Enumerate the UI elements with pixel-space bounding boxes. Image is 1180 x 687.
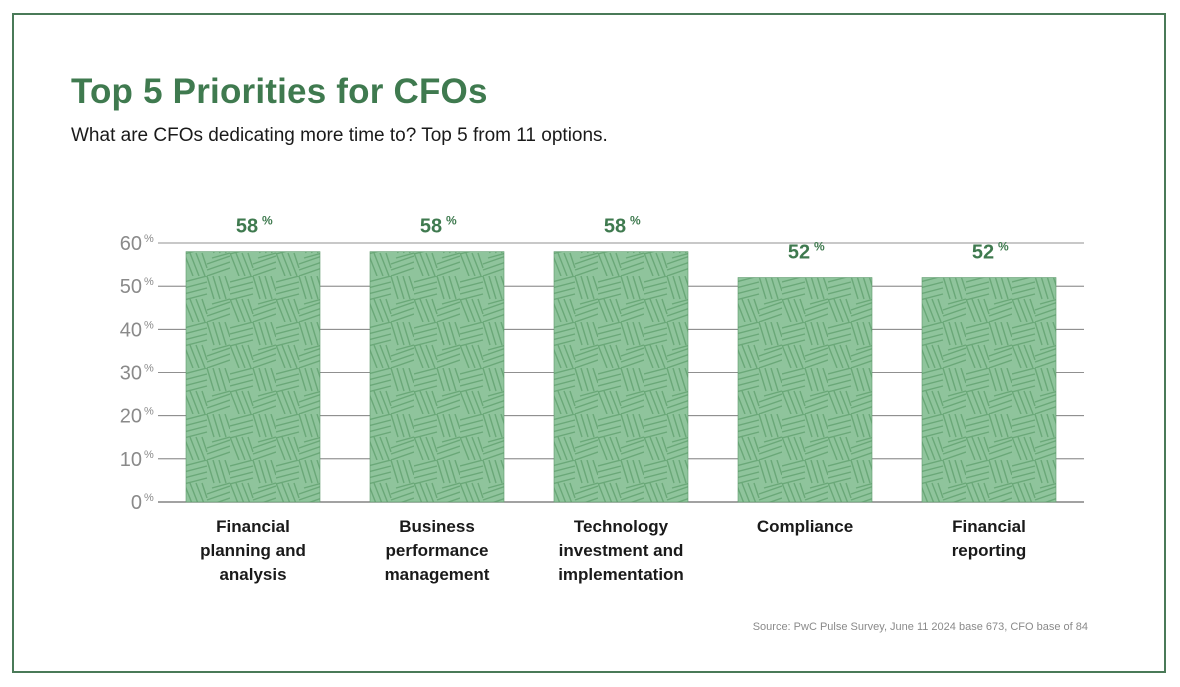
category-label-line: analysis xyxy=(219,565,286,584)
value-label: 58 xyxy=(420,216,442,238)
bars xyxy=(185,251,1057,503)
y-tick-label: 50 xyxy=(120,276,142,298)
y-tick-suffix: % xyxy=(144,406,154,418)
y-axis-ticks: 0 %10 %20 %30 %40 %50 %60% xyxy=(120,233,154,514)
category-label-line: Financial xyxy=(216,517,290,536)
y-tick-label: 20 xyxy=(120,406,142,428)
y-tick-label: 10 xyxy=(120,449,142,471)
y-tick-label: 30 xyxy=(120,363,142,385)
source-note: Source: PwC Pulse Survey, June 11 2024 b… xyxy=(752,621,1088,633)
category-label-line: performance xyxy=(386,541,489,560)
bar xyxy=(369,251,505,503)
value-label-suffix: % xyxy=(814,240,825,254)
category-label-line: planning and xyxy=(200,541,306,560)
value-label: 58 xyxy=(236,216,258,238)
value-label-suffix: % xyxy=(630,214,641,228)
category-label: Financial planning and analysis xyxy=(200,517,306,584)
category-label-line: Compliance xyxy=(757,517,853,536)
category-label-line: implementation xyxy=(558,565,684,584)
value-label: 58 xyxy=(604,216,626,238)
bar xyxy=(553,251,689,503)
y-tick-suffix: % xyxy=(144,449,154,461)
bar xyxy=(737,277,873,503)
value-labels: 58% 58% 58 % 52% 52% xyxy=(236,214,1009,264)
y-tick-label: 40 xyxy=(120,319,142,341)
value-label: 52 xyxy=(972,242,994,264)
category-label: Technology investment and implementation xyxy=(558,517,684,584)
category-label-line: Financial xyxy=(952,517,1026,536)
bar xyxy=(921,277,1057,503)
category-labels: Financial planning and analysis Business per… xyxy=(200,517,1026,584)
value-label-suffix: % xyxy=(262,214,273,228)
category-label: Financial reporting xyxy=(952,517,1027,560)
y-tick-suffix: % xyxy=(144,319,154,331)
category-label-line: investment and xyxy=(559,541,684,560)
y-tick-label: 60 xyxy=(120,233,142,255)
chart-title: Top 5 Priorities for CFOs xyxy=(71,72,488,111)
category-label-line: Technology xyxy=(574,517,669,536)
category-label: Business performance management xyxy=(385,517,490,584)
y-tick-suffix: % xyxy=(144,233,154,245)
value-label: 52 xyxy=(788,242,810,264)
category-label: Compliance xyxy=(757,517,853,536)
category-label-line: Business xyxy=(399,517,475,536)
y-tick-suffix: % xyxy=(144,276,154,288)
value-label-suffix: % xyxy=(446,214,457,228)
y-tick-suffix: % xyxy=(144,492,154,504)
bar xyxy=(185,251,321,503)
y-tick-label: 0 xyxy=(131,492,142,514)
value-label-suffix: % xyxy=(998,240,1009,254)
category-label-line: reporting xyxy=(952,541,1027,560)
category-label-line: management xyxy=(385,565,490,584)
chart-subtitle: What are CFOs dedicating more time to? T… xyxy=(71,125,608,146)
y-tick-suffix: % xyxy=(144,363,154,375)
